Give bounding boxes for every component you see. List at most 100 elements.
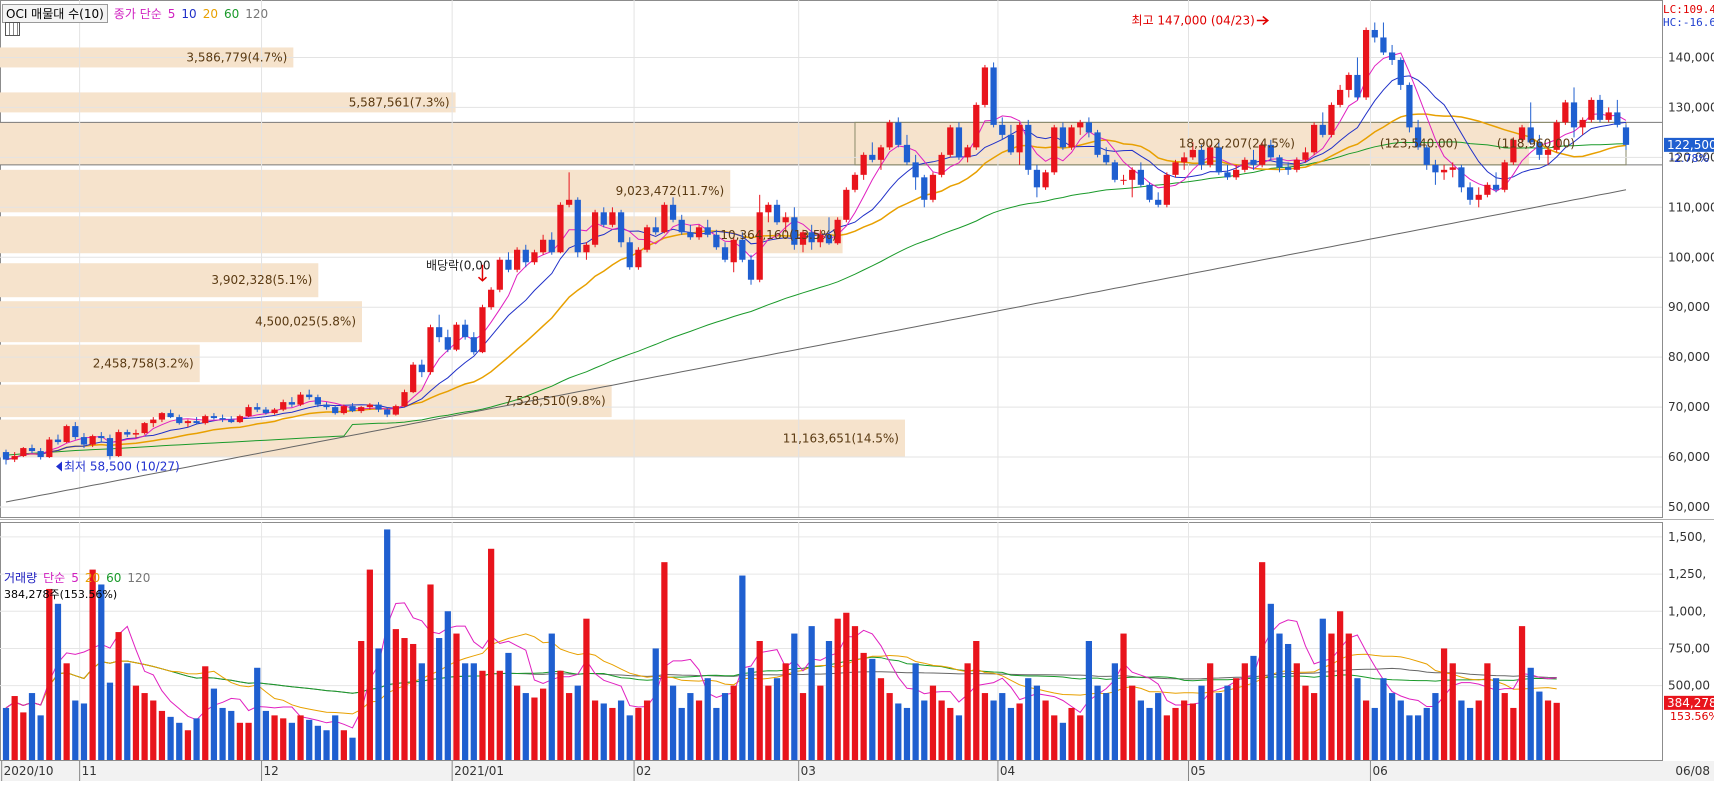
last-volume-label: 384,278 (1667, 696, 1714, 710)
ticker-label[interactable]: OCI 매물대 수(10) (2, 4, 108, 23)
volume-bar (1492, 678, 1500, 760)
volume-bar (565, 693, 573, 760)
volume-bar (1181, 700, 1188, 760)
volume-bar (236, 722, 244, 760)
candle-body (1397, 59, 1404, 85)
candle-body (1215, 147, 1222, 173)
volume-bar (1345, 633, 1352, 760)
candle-body (427, 327, 434, 373)
volume-bar (1033, 685, 1041, 760)
volume-bar (1544, 700, 1552, 760)
candle-body (1077, 122, 1084, 128)
volume-bar (973, 641, 980, 760)
candle-body (124, 432, 131, 435)
price-tick-label: 90,000 (1668, 300, 1710, 314)
volume-bar (124, 663, 131, 760)
candle-body (1588, 99, 1595, 120)
candle-body (591, 212, 599, 245)
volume-bar (626, 715, 633, 760)
volume-bar (210, 688, 218, 760)
candle-body (808, 232, 815, 243)
volume-bar (1414, 715, 1422, 760)
volume-bar (903, 707, 911, 760)
volume-bar (1189, 703, 1196, 760)
ma-10-label: 10 (181, 6, 197, 21)
volume-bar (860, 652, 867, 760)
volume-bar (1077, 715, 1084, 760)
volume-bar (1397, 700, 1404, 760)
volume-bar (747, 667, 755, 760)
volume-bar (1068, 707, 1075, 760)
candle-body (184, 421, 192, 424)
profile-bar (0, 301, 362, 343)
candle-body (1380, 37, 1387, 53)
candle-body (453, 324, 460, 350)
volume-bar (427, 584, 434, 760)
volume-bar (695, 700, 703, 760)
candle-body (1233, 169, 1240, 178)
volume-bar (955, 715, 963, 760)
candle-body (678, 219, 685, 233)
volume-bar (401, 638, 408, 760)
candle-body (1362, 29, 1370, 98)
volume-bar (929, 685, 937, 760)
candle-body (11, 456, 18, 460)
ma-60-line (5, 141, 1627, 456)
dividend-annotation: 배당락(0,00 (426, 258, 491, 272)
candle-body (89, 436, 96, 445)
volume-bar (782, 663, 789, 760)
volume-bar (1111, 663, 1118, 760)
price-tick-label: 110,000 (1668, 200, 1714, 214)
candle-body (132, 433, 140, 435)
candle-body (583, 244, 590, 253)
candle-body (791, 217, 798, 245)
candle-body (176, 417, 183, 424)
candle-body (1336, 89, 1344, 105)
volume-tick-label: 1,000, (1668, 604, 1706, 618)
volume-bar (46, 588, 53, 760)
volume-bar (141, 693, 148, 760)
candle-body (46, 439, 53, 458)
volume-bar (1518, 626, 1526, 760)
candle-body (539, 239, 547, 253)
volume-bar (228, 710, 235, 760)
candle-body (496, 259, 503, 290)
volume-bar (574, 685, 581, 760)
profile-bar (0, 263, 319, 298)
volume-bar (280, 718, 287, 760)
table-icon[interactable] (5, 22, 20, 36)
candle-body (332, 407, 339, 414)
candle-body (617, 212, 625, 243)
candle-body (565, 199, 573, 205)
volume-bar (1553, 702, 1560, 760)
candle-body (739, 239, 746, 260)
volume-bar (262, 710, 270, 760)
x-axis-label: 2020/10 (4, 764, 54, 778)
candle-body (1129, 169, 1136, 180)
candle-body (1007, 134, 1015, 153)
volume-bar (392, 629, 399, 760)
volume-bar (609, 707, 616, 760)
hc-label: HC:-16.67 (1663, 16, 1714, 29)
candle-body (747, 259, 755, 280)
dividend-arrow-icon (477, 264, 487, 282)
volume-bar (418, 663, 425, 760)
candle-body (158, 413, 166, 420)
volume-bar (1233, 678, 1240, 760)
candle-body (1302, 152, 1309, 160)
candle-body (98, 436, 105, 439)
volume-bar (1241, 663, 1248, 760)
volume-tick-label: 1,500, (1668, 530, 1706, 544)
candle-body (973, 104, 980, 148)
ma-5-label: 5 (167, 6, 176, 21)
volume-bar (825, 641, 833, 760)
candle-body (1414, 127, 1422, 148)
volume-bar (843, 612, 850, 760)
volume-bar (1094, 685, 1101, 760)
candle-body (1622, 127, 1630, 145)
candle-body (1276, 157, 1283, 168)
volume-bar (1466, 707, 1474, 760)
candle-body (557, 204, 564, 253)
last-volume-tag (1664, 695, 1714, 710)
